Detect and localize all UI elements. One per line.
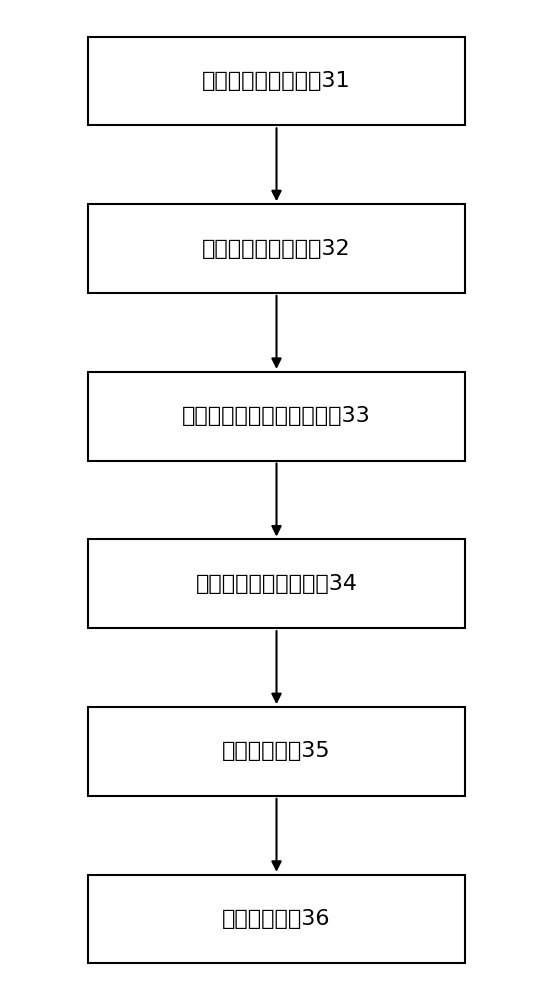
Text: 转子散热量生成模块32: 转子散热量生成模块32 [202,239,351,259]
Text: 转子实际温度生成模块34: 转子实际温度生成模块34 [196,574,357,594]
Text: 温度检测模块36: 温度检测模块36 [222,909,331,929]
Text: 转矩修正模块35: 转矩修正模块35 [222,741,331,761]
Text: 转子实际变化温度生成模块33: 转子实际变化温度生成模块33 [182,406,371,426]
Text: 转子发热量生成模块31: 转子发热量生成模块31 [202,71,351,91]
FancyBboxPatch shape [88,707,465,796]
FancyBboxPatch shape [88,372,465,461]
FancyBboxPatch shape [88,875,465,963]
FancyBboxPatch shape [88,204,465,293]
FancyBboxPatch shape [88,37,465,125]
FancyBboxPatch shape [88,539,465,628]
